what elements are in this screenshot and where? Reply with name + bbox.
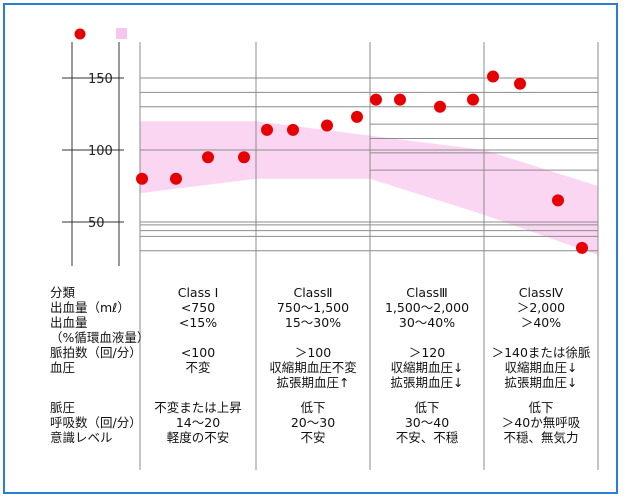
table-row-label: 意識レベル [50, 430, 113, 445]
data-point [202, 151, 214, 164]
table-cell: 低下 [528, 400, 554, 415]
table-row-label: （%循環血液量） [50, 330, 150, 345]
data-point [370, 93, 382, 106]
data-point [394, 93, 406, 106]
table-row-label: 脈圧 [50, 400, 76, 415]
data-point [287, 123, 299, 136]
table-cell: 30～40 [404, 415, 450, 430]
data-point [238, 151, 250, 164]
figure-frame [3, 3, 618, 494]
table-cell: ＞120 [408, 345, 446, 360]
y-tick-label: 100 [88, 144, 113, 159]
table-cell: 収縮期血圧↓ [390, 360, 464, 375]
table-cell: ＞40か無呼吸 [501, 415, 581, 430]
table-cell: 不安、不穏 [395, 430, 459, 445]
table-cell: 不変または上昇 [154, 400, 242, 415]
table-cell: 不変 [185, 360, 211, 375]
table-cell: 15～30% [284, 315, 342, 330]
data-point [261, 123, 273, 136]
table-cell: 収縮期血圧不変 [269, 360, 357, 375]
table-cell: <750 [180, 300, 216, 315]
table-cell: <15% [178, 315, 218, 330]
red-circle-icon [74, 28, 86, 40]
table-row-label: 出血量（mℓ） [50, 300, 130, 315]
table-cell: ClassⅢ [406, 285, 448, 300]
table-cell: 30～40% [398, 315, 456, 330]
table-cell: ＞2,000 [516, 300, 566, 315]
table-cell: 14～20 [175, 415, 221, 430]
table-cell: 20～30 [290, 415, 336, 430]
table-cell: 収縮期血圧↓ [504, 360, 578, 375]
table-cell: ＞140または徐脈 [491, 345, 591, 360]
table-cell: 拡張期血圧↓ [504, 375, 578, 390]
y-tick-label: 150 [88, 72, 113, 87]
data-point [576, 241, 588, 254]
table-cell: ＞40% [520, 315, 562, 330]
table-cell: ＞100 [294, 345, 332, 360]
table-cell: 拡張期血圧↑ [276, 375, 350, 390]
table-cell: Class Ⅰ [177, 285, 219, 300]
data-point [487, 70, 499, 83]
data-point [467, 93, 479, 106]
data-point [351, 110, 363, 123]
data-point [170, 172, 182, 185]
table-cell: ClassⅣ [518, 285, 564, 300]
table-cell: 不穏、無気力 [503, 430, 579, 445]
table-cell: 軽度の不安 [166, 430, 230, 445]
data-point [514, 77, 526, 90]
table-cell: 低下 [300, 400, 326, 415]
y-tick-label: 50 [88, 216, 105, 231]
table-cell: <100 [180, 345, 216, 360]
table-row-label: 分類 [50, 285, 76, 300]
data-point [136, 172, 148, 185]
pink-square-icon [116, 28, 127, 39]
normal-range-band [140, 121, 598, 256]
data-point [552, 194, 564, 207]
table-cell: 拡張期血圧↓ [390, 375, 464, 390]
table-row-label: 出血量 [50, 315, 88, 330]
table-row-label: 呼吸数（回/分） [50, 415, 142, 430]
table-row-label: 血圧 [50, 360, 76, 375]
table-cell: 1,500～2,000 [384, 300, 470, 315]
table-cell: ClassⅡ [293, 285, 333, 300]
table-cell: 不安 [300, 430, 326, 445]
table-row-label: 脈拍数（回/分） [50, 345, 142, 360]
table-cell: 750～1,500 [276, 300, 350, 315]
table-cell: 低下 [414, 400, 440, 415]
data-point [321, 119, 333, 132]
data-point [434, 100, 446, 113]
